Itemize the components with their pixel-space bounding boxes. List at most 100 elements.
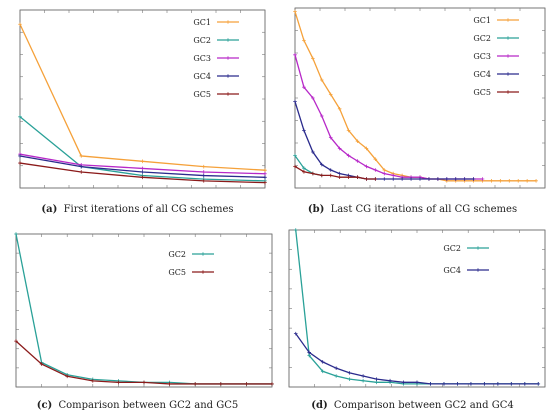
- data-point: [373, 177, 378, 181]
- data-point: [442, 382, 446, 386]
- legend-marker: [506, 72, 510, 76]
- data-point: [364, 146, 369, 151]
- data-point: [444, 177, 449, 181]
- data-point: [361, 378, 365, 383]
- data-point: [361, 374, 365, 378]
- data-point: [355, 139, 360, 143]
- data-point: [311, 171, 315, 176]
- series-gc5: [18, 161, 267, 185]
- panel-c: GC2 GC5 (c) Comparison between GC2 and GC…: [0, 222, 275, 418]
- axis-ticks: [294, 7, 546, 189]
- data-point: [263, 175, 267, 180]
- legend-label: GC5: [473, 88, 491, 97]
- data-point: [355, 175, 360, 179]
- data-point: [507, 179, 512, 183]
- legend-marker: [226, 56, 230, 60]
- legend-label: GC4: [443, 266, 461, 275]
- data-point: [201, 170, 206, 174]
- data-point: [355, 159, 360, 163]
- data-point: [311, 150, 315, 154]
- data-point: [347, 377, 352, 381]
- legend-marker: [226, 38, 230, 42]
- data-point: [18, 154, 22, 158]
- data-point: [91, 379, 95, 383]
- data-point: [328, 135, 333, 140]
- data-point: [536, 382, 541, 386]
- data-point: [418, 177, 422, 181]
- data-point: [415, 380, 419, 385]
- legend-label: GC5: [193, 90, 211, 99]
- data-point: [263, 171, 267, 176]
- data-point: [346, 128, 351, 133]
- data-point: [482, 382, 487, 386]
- caption-text: Last CG iterations of all CG schemes: [330, 204, 518, 215]
- data-point: [373, 168, 378, 172]
- chart-b: GC1 GC2 GC3 GC4 GC5: [293, 7, 546, 189]
- legend-marker: [506, 18, 510, 22]
- series-gc4: [293, 331, 541, 386]
- data-point: [388, 378, 392, 383]
- legend-entry-gc5: GC5: [193, 90, 239, 99]
- data-point: [455, 382, 460, 386]
- data-point: [525, 179, 529, 183]
- axis-ticks: [15, 233, 273, 388]
- series-line: [295, 333, 539, 385]
- legend-marker: [476, 268, 480, 272]
- data-point: [328, 92, 333, 97]
- series-gc5: [14, 339, 274, 386]
- data-point: [337, 107, 342, 111]
- data-point: [391, 173, 396, 178]
- data-point: [219, 382, 223, 386]
- data-point: [302, 166, 306, 170]
- data-point: [201, 179, 206, 183]
- data-point: [409, 177, 413, 181]
- data-point: [534, 179, 538, 183]
- data-point: [489, 179, 494, 183]
- series-line: [294, 165, 376, 180]
- data-point: [302, 170, 306, 174]
- data-point: [373, 157, 378, 161]
- data-point: [453, 177, 458, 181]
- data-point: [319, 114, 324, 118]
- plot-frame: [15, 233, 273, 388]
- panel-b: GC1 GC2 GC3 GC4 GC5 (b) Last CG iterations o…: [275, 0, 550, 222]
- legend-entry-gc3: GC3: [193, 54, 239, 63]
- data-point: [142, 380, 146, 385]
- data-point: [319, 162, 324, 167]
- data-point: [293, 53, 297, 57]
- data-point: [320, 369, 325, 374]
- data-point: [320, 360, 325, 364]
- legend-label: GC2: [193, 36, 211, 45]
- data-point: [302, 128, 306, 133]
- data-point: [346, 175, 351, 179]
- data-point: [319, 78, 324, 82]
- data-point: [201, 173, 206, 178]
- data-point: [462, 177, 467, 181]
- legend-marker: [476, 246, 480, 250]
- data-point: [382, 168, 387, 172]
- legend-label: GC2: [443, 244, 461, 253]
- data-point: [79, 164, 84, 169]
- data-point: [201, 164, 206, 169]
- legend-marker: [201, 270, 205, 274]
- data-point: [334, 374, 338, 378]
- data-point: [311, 56, 315, 61]
- caption-label: (c): [36, 400, 53, 411]
- data-point: [307, 350, 312, 355]
- caption-label: (a): [41, 204, 58, 215]
- series-line: [294, 54, 483, 180]
- data-point: [311, 96, 315, 100]
- series-gc2: [293, 228, 541, 386]
- data-point: [302, 38, 306, 43]
- chart-a: GC1 GC2 GC3 GC4 GC5: [18, 9, 267, 189]
- legend-label: GC1: [193, 18, 211, 27]
- data-point: [244, 382, 249, 386]
- data-point: [364, 177, 369, 181]
- data-point: [293, 164, 297, 169]
- caption-text: First iterations of all CG schemes: [63, 204, 234, 215]
- data-point: [140, 159, 145, 164]
- data-point: [374, 377, 379, 381]
- caption-text: Comparison between GC2 and GC5: [58, 400, 239, 411]
- data-point: [270, 382, 274, 386]
- data-point: [498, 179, 503, 183]
